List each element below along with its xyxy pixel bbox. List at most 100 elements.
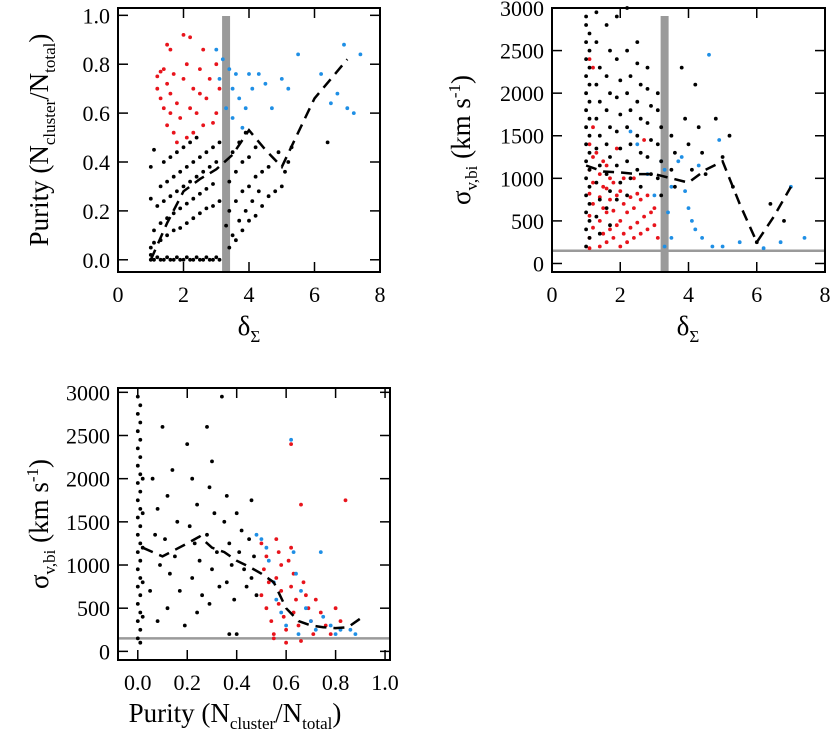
data-point-red [184, 135, 189, 140]
data-point-black [194, 135, 199, 140]
data-point-red [181, 77, 186, 81]
y-tick-label: 0.6 [83, 101, 111, 126]
data-point-blue [662, 167, 667, 172]
data-point-blue [313, 627, 318, 632]
data-point-black [655, 176, 660, 181]
label-part: /N [275, 698, 302, 728]
data-point-blue [264, 545, 269, 550]
data-point-black [234, 632, 239, 636]
data-point-black [165, 179, 170, 184]
label-part: Purity (N [24, 145, 54, 246]
label-part: σ [24, 574, 54, 589]
data-point-black [587, 133, 592, 138]
series-blue [628, 52, 807, 251]
data-point-black [135, 463, 140, 468]
data-point-black [155, 204, 160, 208]
data-point-red [601, 184, 606, 189]
data-point-black [584, 23, 588, 27]
data-point-black [191, 196, 196, 201]
data-point-red [611, 236, 616, 240]
data-point-black [217, 140, 222, 145]
data-point-black [237, 218, 242, 223]
x-tick-label: 4 [244, 282, 255, 307]
series-black [584, 6, 786, 249]
data-point-black [155, 255, 160, 260]
trend-line [149, 58, 349, 261]
x-tick-label: 2 [615, 282, 626, 307]
series-black [135, 394, 259, 645]
x-tick-label: 2 [178, 282, 189, 307]
data-point-red [204, 96, 209, 101]
plot-frame [551, 7, 826, 273]
data-point-black [587, 99, 592, 104]
data-point-red [284, 627, 288, 632]
y-tick-label: 2000 [500, 81, 544, 106]
data-point-red [165, 81, 170, 86]
data-point-blue [669, 236, 674, 240]
data-point-black [175, 150, 179, 155]
data-point-black [237, 550, 242, 554]
series-red [587, 57, 660, 251]
data-point-black [597, 197, 602, 202]
label-part: /N [24, 73, 54, 100]
label-superscript: -1 [445, 84, 464, 98]
data-point-black [700, 150, 704, 155]
data-point-black [138, 627, 143, 632]
data-point-black [604, 172, 609, 177]
data-point-blue [319, 72, 323, 76]
data-point-black [181, 184, 186, 189]
data-point-black [584, 57, 588, 61]
data-point-red [188, 35, 193, 40]
data-point-black [227, 632, 232, 636]
data-point-black [229, 563, 234, 567]
data-point-black [584, 14, 588, 19]
data-point-blue [286, 86, 291, 91]
data-point-black [217, 199, 222, 204]
data-point-blue [333, 632, 338, 636]
data-point-black [587, 202, 592, 206]
data-point-black [655, 91, 660, 96]
data-point-black [260, 169, 264, 174]
data-point-blue [296, 632, 301, 636]
data-point-blue [214, 47, 219, 52]
x-tick-label: 8 [820, 282, 830, 307]
data-point-blue [266, 558, 271, 563]
data-point-black [165, 233, 170, 238]
data-point-black [211, 182, 215, 186]
data-point-black [243, 209, 248, 213]
data-point-red [608, 197, 612, 202]
data-point-red [168, 47, 173, 52]
data-point-black [210, 567, 214, 572]
data-point-red [614, 193, 619, 198]
data-point-red [642, 214, 646, 219]
data-point-black [679, 65, 684, 70]
data-point-black [608, 189, 612, 194]
data-point-red [632, 206, 636, 211]
data-point-black [597, 65, 602, 70]
data-point-red [608, 176, 612, 181]
data-point-black [594, 10, 599, 15]
data-point-red [155, 74, 160, 79]
y-tick-label: 0.0 [83, 248, 111, 273]
data-point-black [614, 95, 619, 100]
y-tick-label: 0.4 [83, 150, 111, 175]
data-point-black [635, 40, 640, 44]
data-point-blue [345, 106, 350, 111]
data-point-red [611, 208, 616, 213]
data-point-black [635, 99, 640, 104]
data-point-red [338, 619, 343, 623]
data-point-black [649, 172, 653, 177]
data-point-black [686, 142, 691, 147]
data-point-black [135, 481, 140, 485]
series-blue [214, 42, 363, 130]
data-point-black [253, 145, 258, 150]
data-point-black [201, 169, 206, 174]
label-part: Purity (N [129, 698, 230, 728]
data-point-black [594, 40, 599, 44]
data-point-black [215, 550, 219, 554]
data-point-red [175, 101, 179, 106]
data-point-black [249, 576, 254, 580]
data-point-black [205, 425, 209, 429]
y-tick-label: 3000 [66, 380, 110, 405]
data-point-red [649, 210, 653, 215]
